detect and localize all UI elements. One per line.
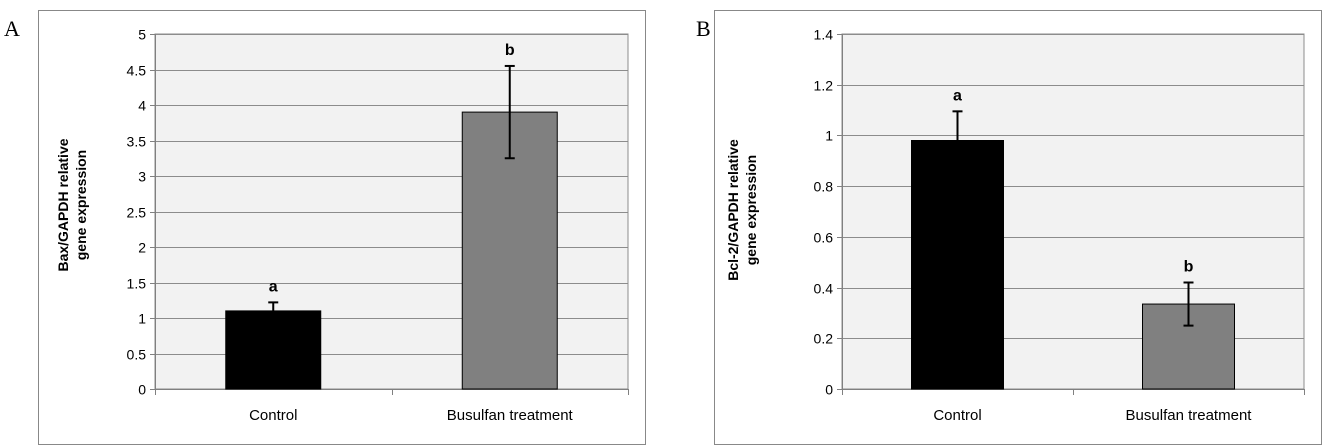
y-tick-label: 1.2 — [814, 78, 834, 94]
significance-letter: b — [1184, 259, 1194, 276]
y-tick-label: 2 — [138, 240, 146, 256]
y-tick-label: 5 — [138, 27, 146, 43]
category-label: Busulfan treatment — [447, 407, 574, 424]
y-tick-label: 0.4 — [814, 281, 834, 297]
y-tick-label: 3.5 — [127, 134, 147, 150]
y-tick-label: 0.2 — [814, 331, 834, 347]
y-tick-label: 0.8 — [814, 179, 834, 195]
category-label: Control — [933, 407, 981, 424]
bar-control — [911, 140, 1004, 390]
y-tick-label: 4 — [138, 98, 146, 114]
category-label: Busulfan treatment — [1126, 407, 1253, 424]
chart-a: 0 0.5 1 1.5 2 2.5 3 3.5 4 4.5 5 a Control b Busulfan t… — [38, 10, 646, 445]
y-tick-label: 0.6 — [814, 230, 834, 246]
bar-control — [225, 310, 322, 390]
y-tick-label: 1 — [825, 128, 833, 144]
chart-b: 0 0.2 0.4 0.6 0.8 1 1.2 1.4 a Control b Busulfan tr… — [714, 10, 1322, 445]
y-tick-label: 0 — [138, 382, 146, 398]
y-tick-label: 4.5 — [127, 63, 147, 79]
significance-letter: a — [269, 278, 278, 295]
significance-letter: b — [505, 42, 515, 59]
y-tick-label: 0.5 — [127, 347, 147, 363]
y-axis-label: Bax/GAPDH relative — [55, 138, 71, 271]
y-tick-label: 1 — [138, 311, 146, 327]
y-tick-label: 1.5 — [127, 276, 147, 292]
significance-letter: a — [953, 87, 962, 104]
y-axis-label: gene expression — [73, 150, 89, 261]
y-tick-label: 1.4 — [814, 27, 834, 43]
y-axis-label: Bcl-2/GAPDH relative — [725, 139, 741, 281]
y-tick-label: 0 — [825, 382, 833, 398]
y-axis-label: gene expression — [743, 155, 759, 266]
y-tick-label: 3 — [138, 169, 146, 185]
category-label: Control — [249, 407, 297, 424]
panel-letter-a: A — [4, 16, 20, 41]
panel-letter-b: B — [696, 16, 711, 41]
y-tick-label: 2.5 — [127, 205, 147, 221]
